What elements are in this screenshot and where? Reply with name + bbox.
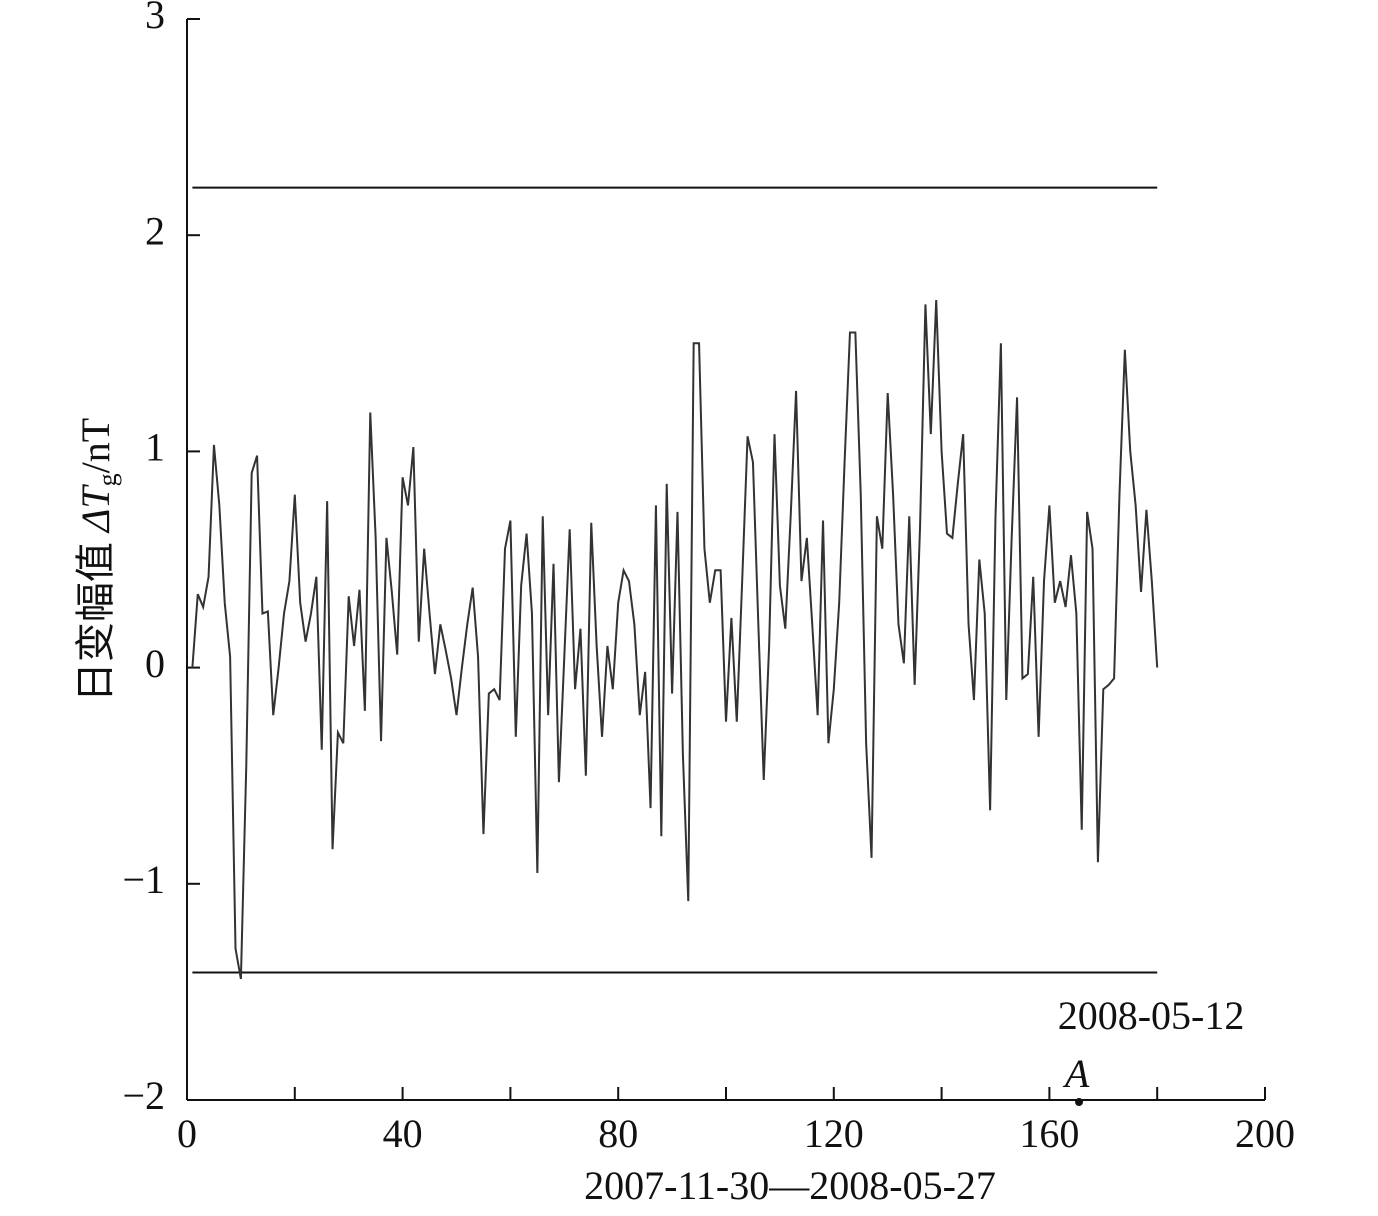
- y-tick-label: 1: [145, 425, 165, 470]
- y-label-text: 日变幅值: [73, 532, 118, 702]
- x-tick-label: 40: [383, 1111, 423, 1156]
- y-tick-label: −2: [122, 1073, 165, 1118]
- x-tick-label: 120: [804, 1111, 864, 1156]
- annotation-marker: A: [1062, 1051, 1090, 1096]
- annotation-label: 2008-05-12: [1058, 993, 1245, 1038]
- x-axis-label: 2007-11-30—2008-05-27: [584, 1163, 996, 1208]
- y-label-subscript: g: [93, 473, 122, 486]
- x-tick-label: 200: [1235, 1111, 1295, 1156]
- y-tick-label: −1: [122, 857, 165, 902]
- data-line: [191, 300, 1159, 980]
- annotation-point: [1075, 1098, 1084, 1106]
- x-tick-label: 0: [177, 1111, 197, 1156]
- x-tick-label: 80: [598, 1111, 638, 1156]
- y-label-symbol: ΔT: [73, 484, 118, 534]
- y-tick-label: 2: [145, 208, 165, 253]
- x-tick-label: 160: [1019, 1111, 1079, 1156]
- y-axis-label: 日变幅值 ΔTg/nT: [73, 418, 122, 702]
- y-label-unit: /nT: [73, 418, 118, 474]
- y-tick-label: 0: [145, 641, 165, 686]
- y-tick-label: 3: [145, 0, 165, 37]
